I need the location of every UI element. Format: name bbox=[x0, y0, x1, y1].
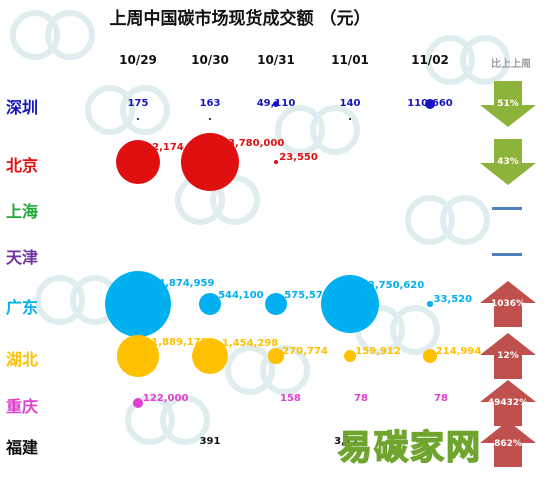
bubble-mark bbox=[427, 301, 433, 307]
change-label: 12% bbox=[497, 351, 519, 361]
bubble-mark bbox=[115, 139, 161, 185]
bubble-mark bbox=[137, 118, 139, 120]
city-label: 北京 bbox=[6, 156, 39, 175]
change-label: 1036% bbox=[490, 299, 526, 309]
city-label: 天津 bbox=[6, 248, 39, 267]
arrow-up-icon bbox=[480, 421, 536, 467]
value-label: 110,660 bbox=[407, 98, 453, 109]
arrow-up-icon bbox=[480, 281, 536, 327]
no-change-mark bbox=[492, 207, 522, 210]
bubble-mark bbox=[344, 350, 356, 362]
comparison-header: 比上上周 bbox=[491, 59, 531, 70]
value-label: 23,550 bbox=[279, 152, 318, 163]
city-label: 上海 bbox=[6, 202, 39, 221]
bubble-mark bbox=[180, 132, 240, 192]
bubble-mark bbox=[105, 271, 171, 337]
arrow-up-icon bbox=[480, 380, 536, 426]
bubble-mark bbox=[264, 292, 288, 316]
bubble-mark bbox=[273, 159, 279, 165]
date-label: 10/29 bbox=[119, 53, 157, 67]
value-label: 1,454,298 bbox=[221, 338, 279, 350]
chart-title: 上周中国碳市场现货成交额 （元） bbox=[109, 9, 371, 29]
value-label: 391 bbox=[199, 436, 221, 447]
change-label: 49432% bbox=[487, 398, 529, 408]
value-label: 78 bbox=[434, 393, 448, 404]
date-label: 10/31 bbox=[257, 53, 295, 67]
value-label: 33,520 bbox=[433, 294, 473, 305]
arrow-down-icon bbox=[480, 139, 536, 185]
city-label: 重庆 bbox=[6, 397, 39, 416]
value-label: 78 bbox=[354, 393, 368, 404]
bubble-mark bbox=[349, 118, 351, 120]
value-label: 4,874,959 bbox=[158, 277, 215, 289]
value-label: 270,774 bbox=[282, 346, 328, 357]
city-label: 湖北 bbox=[6, 350, 39, 369]
value-label: 1,889,171 bbox=[151, 336, 208, 348]
value-label: 163 bbox=[199, 98, 221, 109]
bubble-mark bbox=[272, 100, 280, 108]
no-change-mark bbox=[492, 253, 522, 256]
date-label: 11/01 bbox=[331, 53, 369, 67]
arrow-down-icon bbox=[480, 81, 536, 127]
bubble-mark bbox=[132, 397, 144, 409]
value-label: 214,994 bbox=[435, 346, 482, 357]
bubble-mark bbox=[209, 118, 211, 120]
date-label: 10/30 bbox=[191, 53, 229, 67]
bubble-mark bbox=[191, 337, 229, 375]
value-label: 158 bbox=[280, 393, 301, 404]
value-label: 3,780,000 bbox=[227, 138, 285, 150]
value-label: 3,175 bbox=[334, 436, 366, 447]
bubble-mark bbox=[423, 349, 437, 363]
value-label: 175 bbox=[127, 98, 149, 109]
value-label: 2,174,400 bbox=[152, 141, 209, 153]
bubble-mark bbox=[425, 99, 435, 109]
date-label: 11/02 bbox=[411, 53, 449, 67]
change-label: 862% bbox=[494, 439, 522, 449]
bubble-mark bbox=[268, 348, 284, 364]
city-label: 福建 bbox=[6, 438, 39, 457]
value-label: 159,912 bbox=[355, 346, 401, 357]
change-label: 51% bbox=[497, 99, 519, 109]
city-label: 深圳 bbox=[6, 98, 39, 117]
value-label: 122,000 bbox=[142, 393, 189, 404]
value-label: 140 bbox=[339, 98, 361, 109]
value-label: 544,100 bbox=[218, 289, 264, 301]
value-label: 49,110 bbox=[256, 98, 296, 109]
bubble-mark bbox=[117, 335, 159, 377]
bubble-mark bbox=[198, 292, 222, 316]
value-label: 575,578 bbox=[284, 289, 330, 301]
arrow-up-icon bbox=[480, 333, 536, 379]
watermark-logo: 易碳家网 bbox=[337, 427, 482, 469]
city-label: 广东 bbox=[6, 298, 39, 317]
bubble-mark bbox=[321, 275, 379, 333]
value-label: 3,750,620 bbox=[367, 280, 425, 292]
change-label: 43% bbox=[497, 157, 519, 167]
